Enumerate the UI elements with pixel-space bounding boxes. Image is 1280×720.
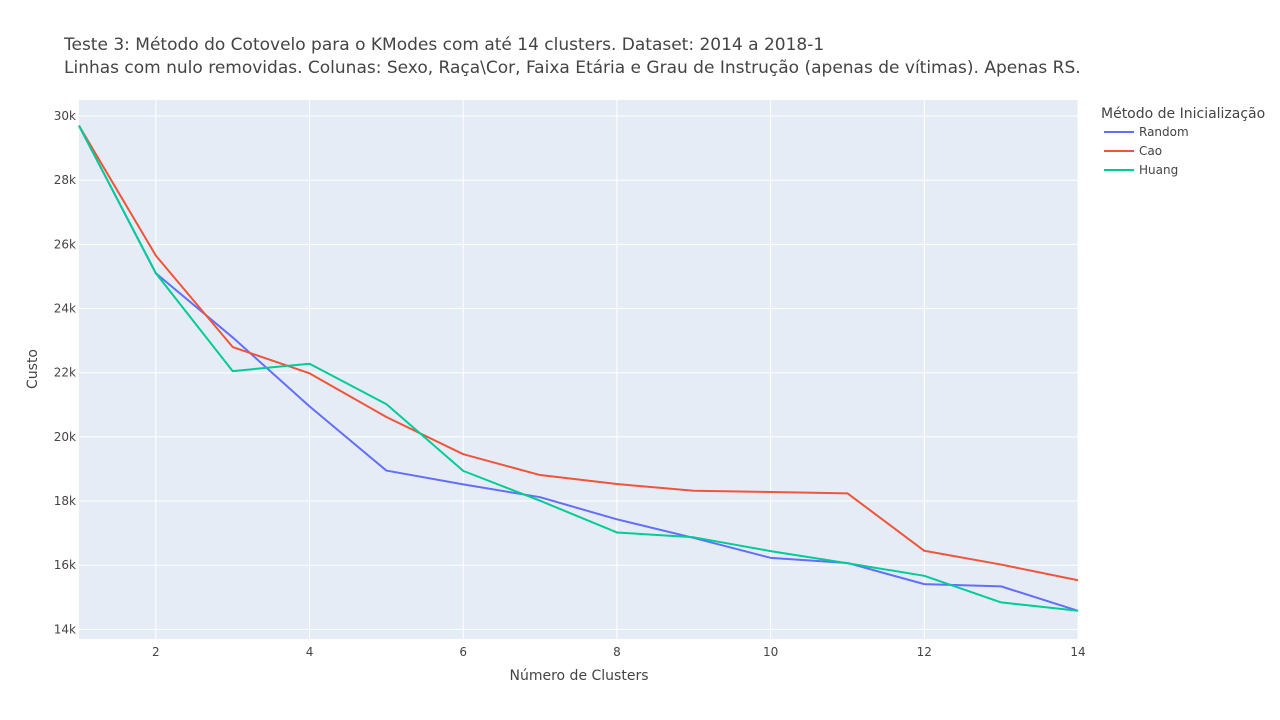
x-tick-label: 2: [152, 645, 160, 659]
x-tick-label: 12: [917, 645, 932, 659]
legend-label: Cao: [1139, 144, 1162, 158]
y-tick-label: 24k: [54, 302, 76, 316]
legend-items: Random Cao Huang: [1104, 125, 1189, 177]
legend-label: Random: [1139, 125, 1189, 139]
legend-item-huang[interactable]: Huang: [1104, 163, 1178, 177]
x-tick-label: 10: [763, 645, 778, 659]
x-tick-label: 6: [459, 645, 467, 659]
y-tick-label: 28k: [54, 173, 76, 187]
chart-title-line-1: Teste 3: Método do Cotovelo para o KMode…: [63, 35, 824, 55]
series-line-cao: [78, 125, 1079, 582]
plot-area: [79, 100, 1078, 639]
x-tick-labels: 2 4 6 8 10 12 14: [152, 645, 1086, 659]
grid-lines: [79, 100, 1079, 639]
y-tick-label: 16k: [54, 558, 76, 572]
legend-item-cao[interactable]: Cao: [1104, 144, 1162, 158]
y-tick-label: 18k: [54, 494, 76, 508]
x-tick-label: 14: [1070, 645, 1085, 659]
y-axis-title: Custo: [25, 349, 41, 389]
legend: Método de Inicialização Random Cao Huang: [1101, 106, 1265, 177]
legend-item-random[interactable]: Random: [1104, 125, 1189, 139]
y-tick-label: 14k: [54, 622, 76, 636]
legend-label: Huang: [1139, 163, 1178, 177]
series-line-random: [78, 125, 1079, 612]
y-tick-label: 20k: [54, 430, 76, 444]
chart-title-line-2: Linhas com nulo removidas. Colunas: Sexo…: [64, 58, 1081, 78]
x-tick-label: 8: [613, 645, 621, 659]
y-tick-label: 26k: [54, 237, 76, 251]
y-tick-label: 22k: [54, 366, 76, 380]
y-tick-labels: 14k 16k 18k 20k 22k 24k 26k 28k 30k: [54, 109, 76, 636]
x-axis-title: Número de Clusters: [510, 668, 649, 684]
y-tick-label: 30k: [54, 109, 76, 123]
series-layer: [78, 125, 1079, 612]
x-tick-label: 4: [306, 645, 314, 659]
legend-title: Método de Inicialização: [1101, 106, 1265, 122]
series-line-huang: [78, 125, 1079, 612]
